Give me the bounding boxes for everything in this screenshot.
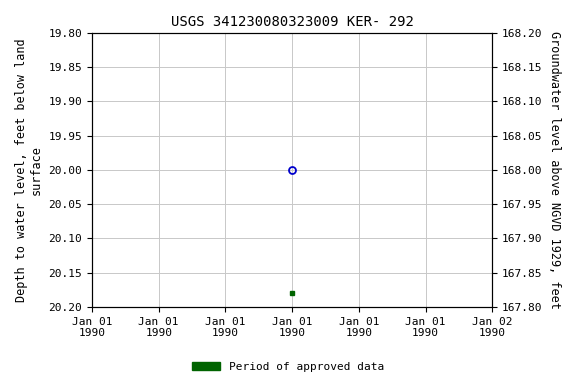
Y-axis label: Depth to water level, feet below land
surface: Depth to water level, feet below land su… (15, 38, 43, 302)
Title: USGS 341230080323009 KER- 292: USGS 341230080323009 KER- 292 (170, 15, 414, 29)
Y-axis label: Groundwater level above NGVD 1929, feet: Groundwater level above NGVD 1929, feet (548, 31, 561, 309)
Legend: Period of approved data: Period of approved data (188, 358, 388, 377)
